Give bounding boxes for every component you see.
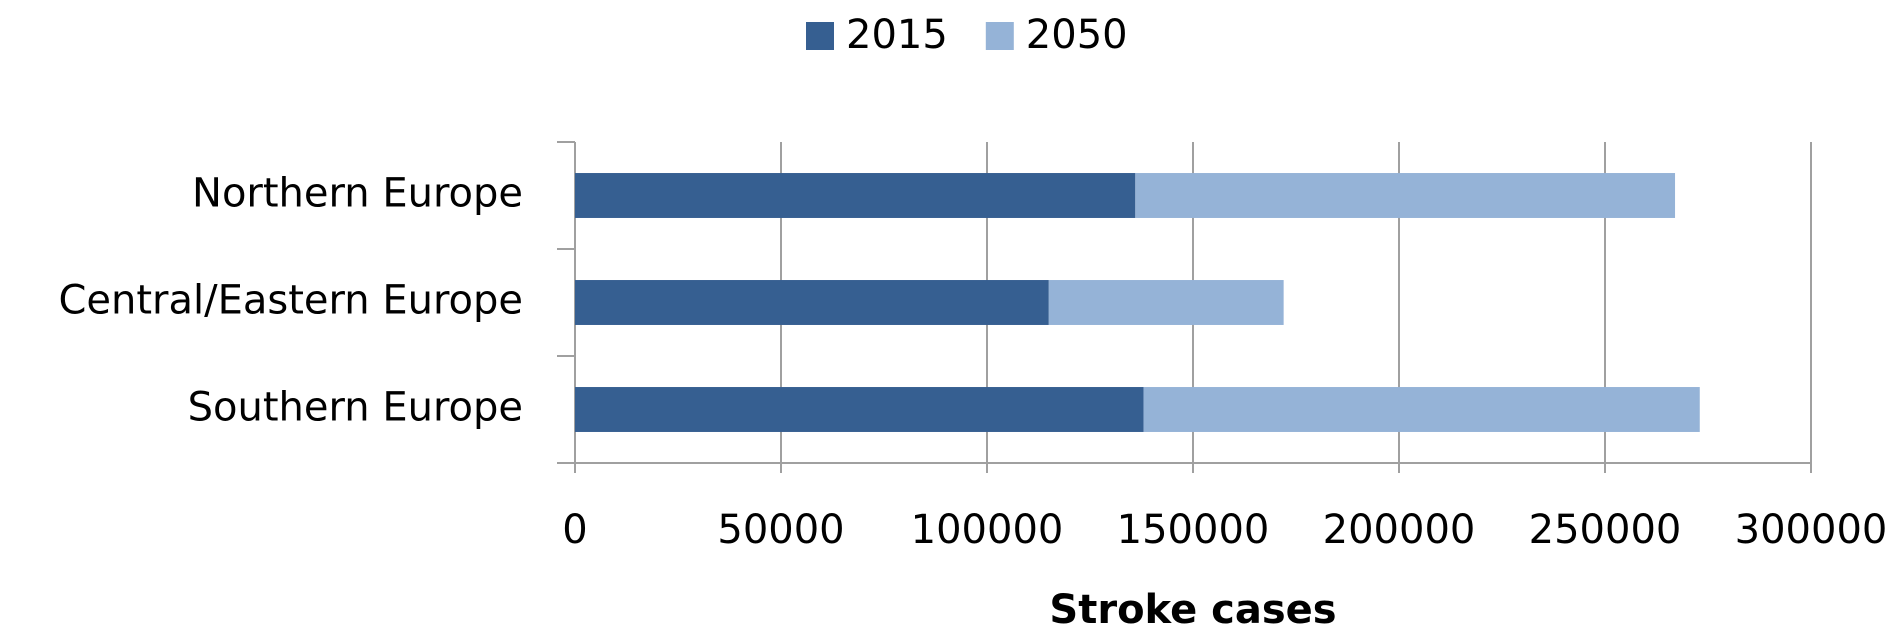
y-tick-label: Southern Europe xyxy=(188,385,523,431)
y-tick-label: Northern Europe xyxy=(192,171,523,217)
legend-label: 2050 xyxy=(1026,12,1128,58)
x-tick-label: 50000 xyxy=(717,507,844,553)
legend-swatch xyxy=(806,22,834,50)
bar-segment xyxy=(575,173,1136,218)
legend-label: 2015 xyxy=(846,12,948,58)
bar-segment xyxy=(1143,387,1700,432)
legend-swatch xyxy=(985,22,1014,50)
x-tick-label: 200000 xyxy=(1323,507,1476,553)
bar-segment xyxy=(575,387,1144,432)
y-tick-label: Central/Eastern Europe xyxy=(58,278,523,324)
x-tick-label: 150000 xyxy=(1117,507,1270,553)
x-tick-label: 250000 xyxy=(1529,507,1682,553)
x-tick-label: 100000 xyxy=(911,507,1064,553)
bar-segment xyxy=(1048,280,1284,325)
bar-segment xyxy=(575,280,1049,325)
x-tick-label: 0 xyxy=(562,507,587,553)
x-axis-title: Stroke cases xyxy=(1049,587,1336,633)
x-tick-label: 300000 xyxy=(1735,507,1888,553)
bar-segment xyxy=(1135,173,1676,218)
